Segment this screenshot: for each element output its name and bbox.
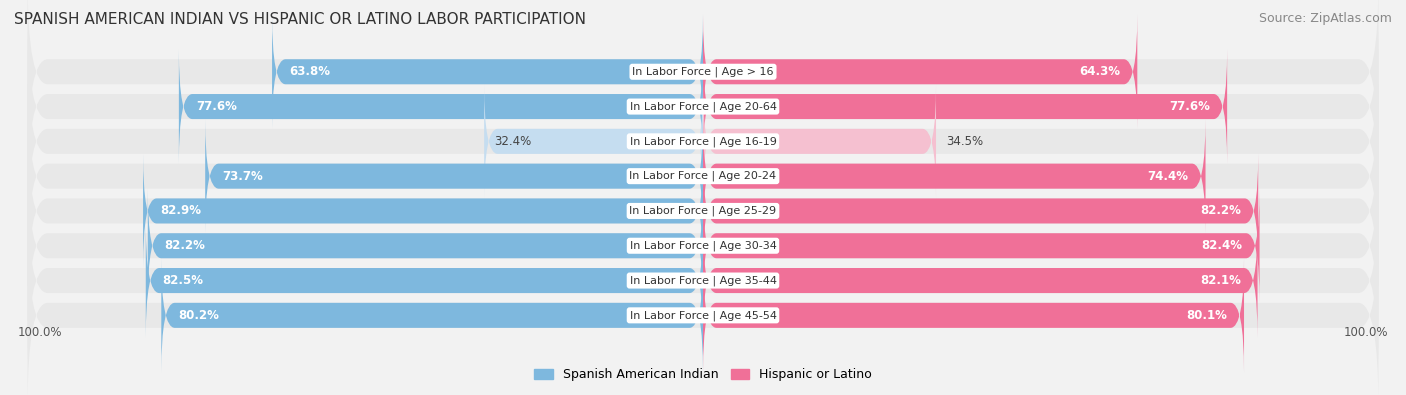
FancyBboxPatch shape xyxy=(703,224,1257,338)
FancyBboxPatch shape xyxy=(28,224,1378,395)
FancyBboxPatch shape xyxy=(484,84,703,198)
FancyBboxPatch shape xyxy=(703,258,1244,372)
FancyBboxPatch shape xyxy=(205,119,703,233)
Text: 100.0%: 100.0% xyxy=(1344,326,1389,339)
Text: In Labor Force | Age 20-24: In Labor Force | Age 20-24 xyxy=(630,171,776,181)
FancyBboxPatch shape xyxy=(28,49,1378,233)
FancyBboxPatch shape xyxy=(703,15,1137,129)
Text: 34.5%: 34.5% xyxy=(946,135,983,148)
Text: 77.6%: 77.6% xyxy=(1170,100,1211,113)
Text: 80.2%: 80.2% xyxy=(179,309,219,322)
FancyBboxPatch shape xyxy=(703,49,1227,164)
FancyBboxPatch shape xyxy=(28,154,1378,338)
Text: 77.6%: 77.6% xyxy=(195,100,236,113)
FancyBboxPatch shape xyxy=(28,15,1378,198)
Text: 82.2%: 82.2% xyxy=(1201,205,1241,218)
FancyBboxPatch shape xyxy=(28,189,1378,372)
Text: 32.4%: 32.4% xyxy=(495,135,531,148)
Text: In Labor Force | Age 30-34: In Labor Force | Age 30-34 xyxy=(630,241,776,251)
FancyBboxPatch shape xyxy=(148,189,703,303)
FancyBboxPatch shape xyxy=(703,154,1258,268)
Text: 73.7%: 73.7% xyxy=(222,169,263,182)
Text: In Labor Force | Age 35-44: In Labor Force | Age 35-44 xyxy=(630,275,776,286)
FancyBboxPatch shape xyxy=(143,154,703,268)
FancyBboxPatch shape xyxy=(146,224,703,338)
Text: 63.8%: 63.8% xyxy=(290,65,330,78)
FancyBboxPatch shape xyxy=(703,84,936,198)
FancyBboxPatch shape xyxy=(162,258,703,372)
FancyBboxPatch shape xyxy=(273,15,703,129)
Text: 82.4%: 82.4% xyxy=(1202,239,1243,252)
Text: In Labor Force | Age 20-64: In Labor Force | Age 20-64 xyxy=(630,101,776,112)
Text: In Labor Force | Age 25-29: In Labor Force | Age 25-29 xyxy=(630,206,776,216)
Text: 82.9%: 82.9% xyxy=(160,205,201,218)
FancyBboxPatch shape xyxy=(703,119,1205,233)
Legend: Spanish American Indian, Hispanic or Latino: Spanish American Indian, Hispanic or Lat… xyxy=(529,363,877,386)
Text: 100.0%: 100.0% xyxy=(17,326,62,339)
Text: Source: ZipAtlas.com: Source: ZipAtlas.com xyxy=(1258,12,1392,25)
Text: 64.3%: 64.3% xyxy=(1080,65,1121,78)
Text: 80.1%: 80.1% xyxy=(1187,309,1227,322)
Text: 74.4%: 74.4% xyxy=(1147,169,1188,182)
FancyBboxPatch shape xyxy=(28,84,1378,268)
Text: In Labor Force | Age 16-19: In Labor Force | Age 16-19 xyxy=(630,136,776,147)
Text: 82.1%: 82.1% xyxy=(1199,274,1240,287)
Text: In Labor Force | Age 45-54: In Labor Force | Age 45-54 xyxy=(630,310,776,321)
Text: SPANISH AMERICAN INDIAN VS HISPANIC OR LATINO LABOR PARTICIPATION: SPANISH AMERICAN INDIAN VS HISPANIC OR L… xyxy=(14,12,586,27)
FancyBboxPatch shape xyxy=(703,189,1260,303)
Text: 82.5%: 82.5% xyxy=(163,274,204,287)
Text: In Labor Force | Age > 16: In Labor Force | Age > 16 xyxy=(633,66,773,77)
FancyBboxPatch shape xyxy=(28,0,1378,164)
FancyBboxPatch shape xyxy=(179,49,703,164)
Text: 82.2%: 82.2% xyxy=(165,239,205,252)
FancyBboxPatch shape xyxy=(28,119,1378,303)
